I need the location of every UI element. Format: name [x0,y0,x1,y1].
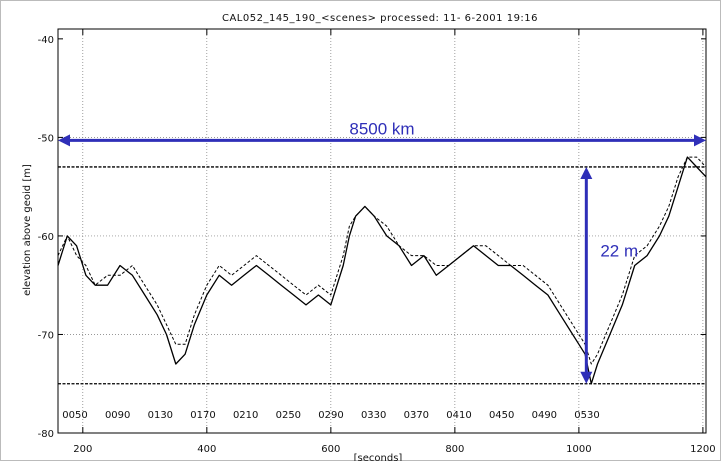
series-line-dashed [57,156,707,365]
horizontal-arrow-label: 8500 km [349,119,414,138]
vertical-arrow-head-top [580,166,593,179]
secondary-x-label: 0410 [446,410,471,421]
secondary-x-label: 0450 [489,410,514,421]
vertical-arrow-label: 22 m [600,241,638,260]
horizontal-arrow-head-left [58,134,70,147]
y-tick-label: -70 [38,330,54,341]
x-tick-label: 1200 [690,444,715,455]
chart-title: CAL052_145_190_<scenes> processed: 11- 6… [222,13,538,24]
x-tick-label: 200 [73,444,92,455]
x-axis-label: [seconds] [354,453,403,461]
secondary-x-label: 0170 [190,410,215,421]
secondary-x-label: 0370 [404,410,429,421]
reference-lines [58,166,706,385]
series-group [57,156,707,385]
secondary-x-labels: 0050 0090 0130 0170 0210 0250 0290 0330 0370 0410… [62,410,599,421]
secondary-x-label: 0490 [532,410,557,421]
secondary-x-label: 0530 [574,410,599,421]
annotations: 8500 km 22 m [58,119,706,384]
y-tick-label: -80 [38,429,54,440]
x-axis: 200 400 600 800 1000 1200 [73,29,716,455]
y-tick-label: -60 [38,232,54,243]
vertical-arrow-head-bottom [580,371,593,384]
y-tick-label: -40 [38,35,54,46]
plot-frame [57,28,707,434]
grid [58,29,706,433]
x-tick-label: 1000 [566,444,591,455]
x-tick-label: 400 [197,444,216,455]
y-axis: -40 -50 -60 -70 -80 [38,35,706,440]
y-tick-label: -50 [38,133,54,144]
secondary-x-label: 0050 [62,410,87,421]
secondary-x-label: 0250 [276,410,301,421]
x-tick-label: 800 [445,444,464,455]
horizontal-arrow-head-right [694,134,706,147]
secondary-x-label: 0090 [105,410,130,421]
x-tick-label: 600 [321,444,340,455]
y-axis-label: elevation above geoid [m] [22,164,33,296]
secondary-x-label: 0330 [361,410,386,421]
secondary-x-label: 0130 [148,410,173,421]
secondary-x-label: 0210 [233,410,258,421]
secondary-x-label: 0290 [318,410,343,421]
